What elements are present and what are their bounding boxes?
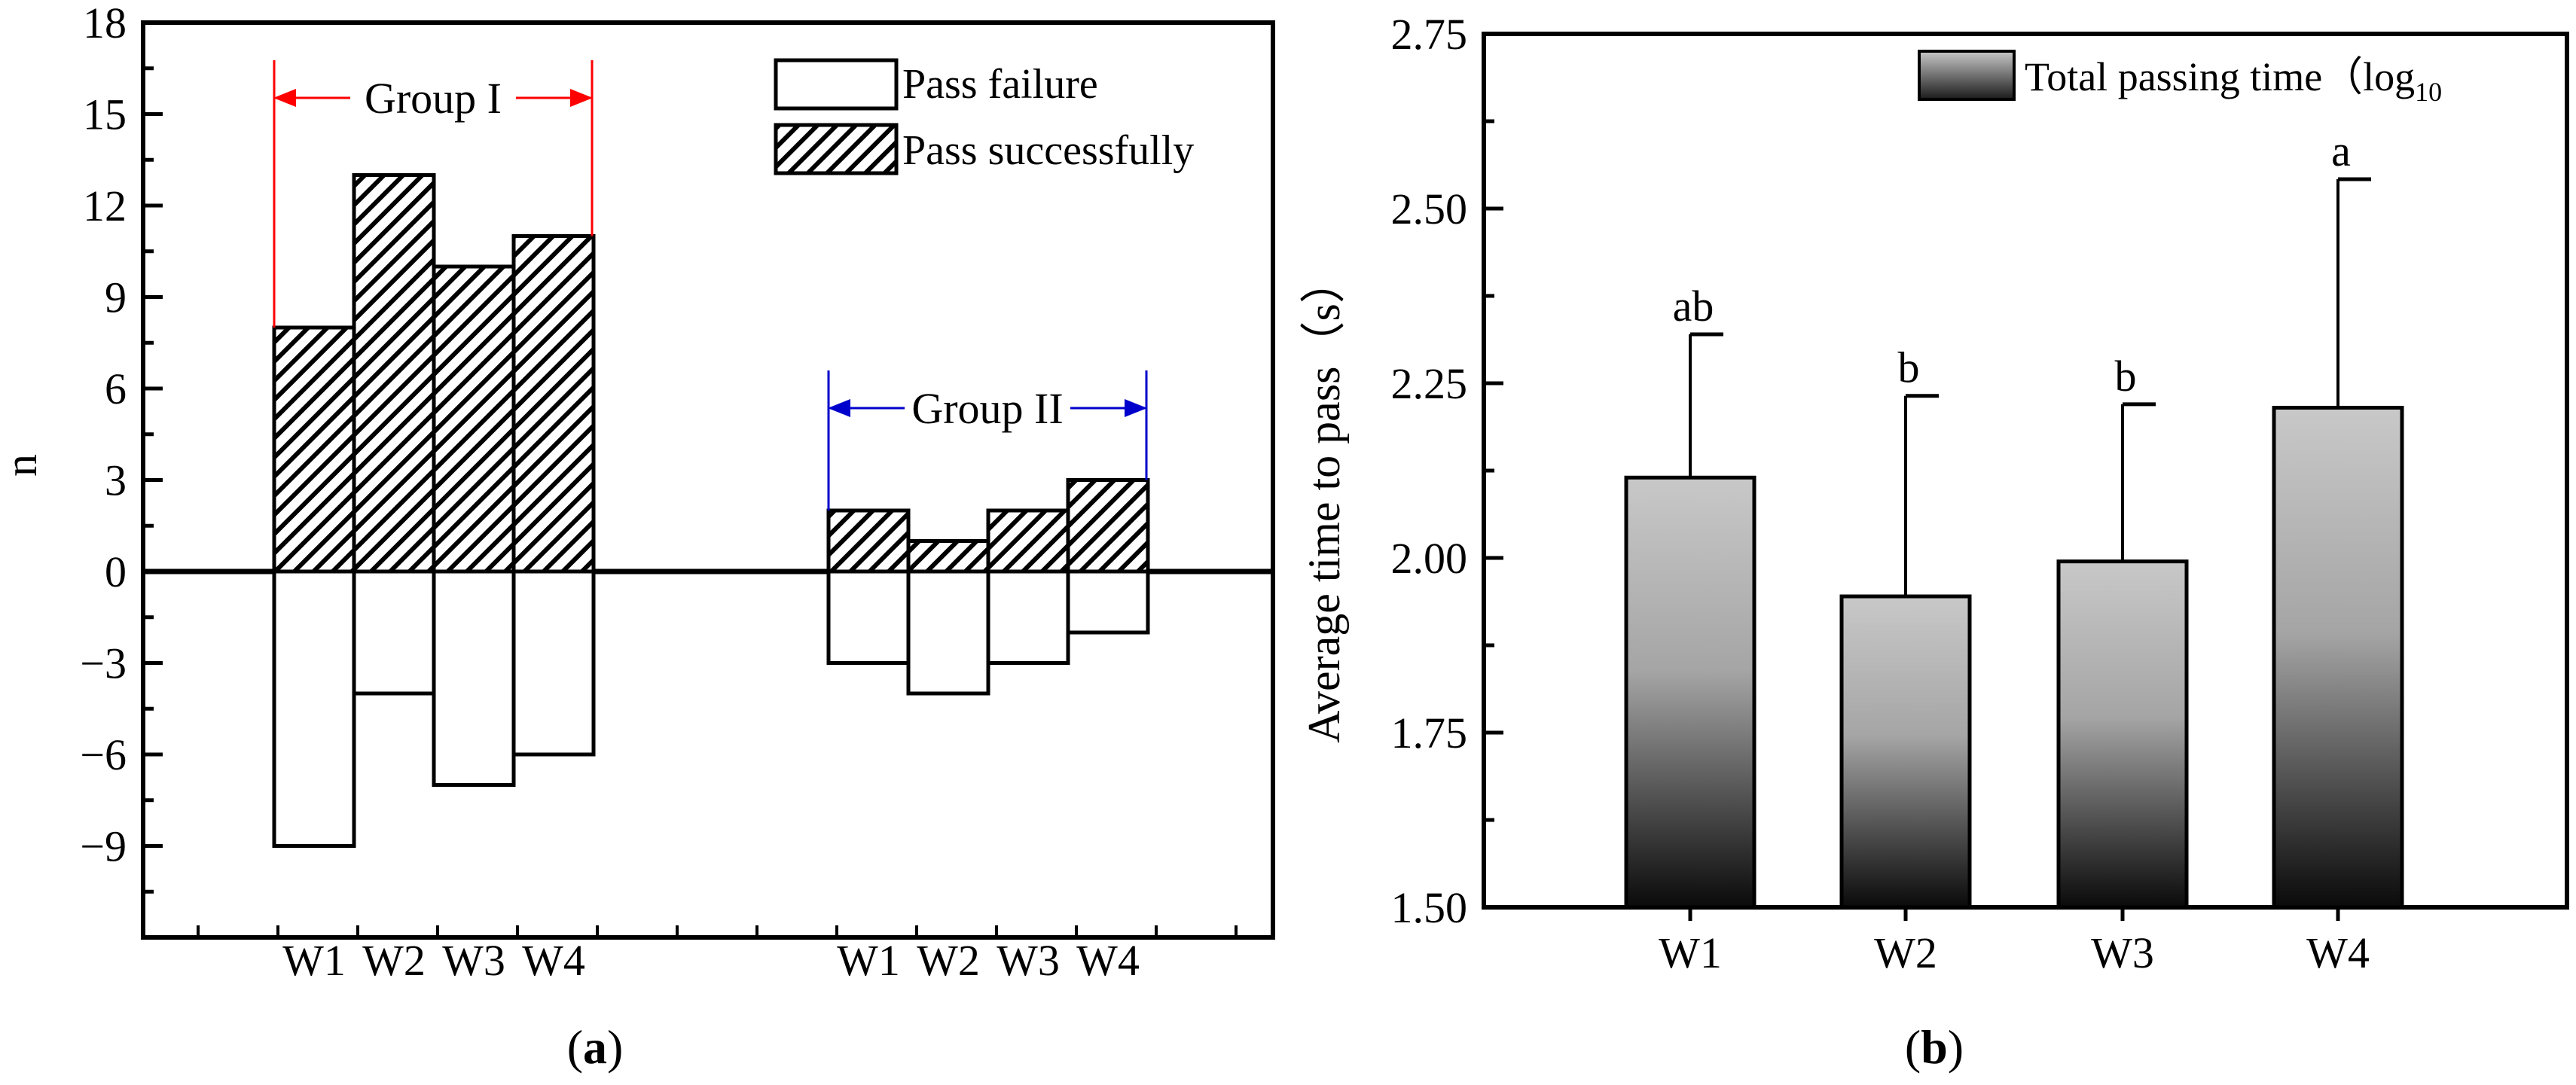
chart-a-xtick-label: W2 — [917, 936, 980, 985]
bar-total-passing-time — [1624, 475, 1757, 910]
panel-a-label: (a) — [567, 1020, 624, 1074]
chart-b-ytick-label: 2.25 — [1391, 359, 1468, 408]
chart-a-ytick-label: 18 — [83, 0, 127, 47]
chart-a-xtick-label: W4 — [522, 936, 585, 985]
chart-b-xtick-label: W1 — [1659, 928, 1722, 977]
bar-pass-successfully — [906, 539, 990, 574]
bar-pass-successfully — [1066, 478, 1150, 574]
legend-swatch-pass-failure — [774, 58, 899, 111]
chart-a-group-annotations: Group I Group II — [273, 60, 1148, 510]
chart-a-xtick-label: W2 — [362, 936, 426, 985]
chart-b-xtick-label: W2 — [1874, 928, 1937, 977]
bar-pass-failure — [432, 569, 516, 787]
chart-b-ytick-label: 2.50 — [1391, 184, 1468, 233]
legend-swatch-pass-successfully — [774, 123, 899, 175]
chart-a-ytick-label: 3 — [105, 456, 127, 505]
chart-a-bars — [272, 173, 1150, 848]
bar-pass-failure — [906, 569, 990, 696]
legend-label-total-passing-time: Total passing time（log10 — [2025, 54, 2442, 107]
chart-a-xtick-label: W1 — [837, 936, 900, 985]
chart-a-tick-labels: −9 −6 −3 0 3 6 9 12 15 18 W1 W2 W3 W4 W1 W2 W3 W4 — [80, 0, 1140, 985]
bar-pass-successfully — [432, 264, 516, 574]
significance-label: b — [1898, 343, 1920, 392]
chart-b-ytick-label: 2.75 — [1391, 10, 1468, 59]
bar-pass-failure — [352, 569, 436, 696]
significance-label: a — [2331, 126, 2351, 175]
chart-b-legend: Total passing time（log10 — [1918, 50, 2442, 107]
chart-b-ytick-label: 1.75 — [1391, 709, 1468, 757]
bar-pass-successfully — [272, 325, 356, 574]
bar-pass-failure — [272, 569, 356, 848]
chart-b: ab b b a 1.50 1.75 2.00 2.25 2.50 2.75 W1 W2 W3 W4 T… — [1299, 10, 2569, 1074]
chart-a-ytick-label: 15 — [83, 90, 127, 139]
chart-a-ytick-label: 12 — [83, 181, 127, 230]
bar-pass-failure — [986, 569, 1070, 665]
chart-a-ytick-label: −3 — [80, 639, 127, 688]
significance-label: ab — [1673, 282, 1714, 331]
chart-b-ytick-label: 2.00 — [1391, 534, 1468, 583]
chart-a-ytick-label: −6 — [80, 730, 127, 779]
chart-a-legend: Pass failure Pass successfully — [774, 58, 1194, 175]
chart-a-ytick-label: −9 — [80, 822, 127, 871]
bar-pass-failure — [1066, 569, 1150, 635]
bar-total-passing-time — [1839, 594, 1972, 910]
chart-a-xtick-label: W4 — [1076, 936, 1140, 985]
chart-b-axes — [1482, 32, 2569, 921]
chart-a-ytick-label: 6 — [105, 364, 127, 413]
bar-pass-successfully — [826, 508, 911, 574]
chart-a-xtick-label: W1 — [282, 936, 346, 985]
chart-a-xtick-label: W3 — [997, 936, 1060, 985]
chart-b-tick-labels: 1.50 1.75 2.00 2.25 2.50 2.75 W1 W2 W3 W4 — [1391, 10, 2370, 977]
bar-pass-failure — [511, 569, 596, 757]
chart-b-ylabel: Average time to pass（s） — [1299, 258, 1349, 743]
bar-pass-failure — [826, 569, 911, 665]
legend-label-pass-successfully: Pass successfully — [902, 127, 1194, 174]
chart-a: Group I Group II −9 −6 −3 0 3 6 9 12 15 18 W1 W2 W3 W4… — [0, 0, 1275, 1074]
bar-total-passing-time — [2272, 405, 2404, 910]
chart-a-ytick-label: 9 — [105, 273, 127, 322]
bar-total-passing-time — [2056, 559, 2189, 910]
legend-swatch-total-passing-time — [1918, 50, 2016, 101]
chart-a-xtick-label: W3 — [442, 936, 505, 985]
chart-b-xtick-label: W3 — [2091, 928, 2154, 977]
chart-a-ytick-label: 0 — [105, 547, 127, 596]
significance-label: b — [2115, 352, 2137, 401]
chart-b-ytick-label: 1.50 — [1391, 883, 1468, 932]
bar-pass-successfully — [352, 173, 436, 574]
group-label: Group II — [911, 384, 1063, 433]
bar-pass-successfully — [986, 508, 1070, 574]
group-label: Group I — [365, 74, 502, 123]
chart-b-bars: ab b b a — [1624, 126, 2404, 910]
panel-b-label: (b) — [1905, 1020, 1964, 1074]
legend-label-pass-failure: Pass failure — [902, 61, 1098, 108]
bar-pass-successfully — [511, 234, 596, 574]
chart-a-ylabel: n — [0, 454, 46, 477]
chart-b-xtick-label: W4 — [2306, 928, 2370, 977]
